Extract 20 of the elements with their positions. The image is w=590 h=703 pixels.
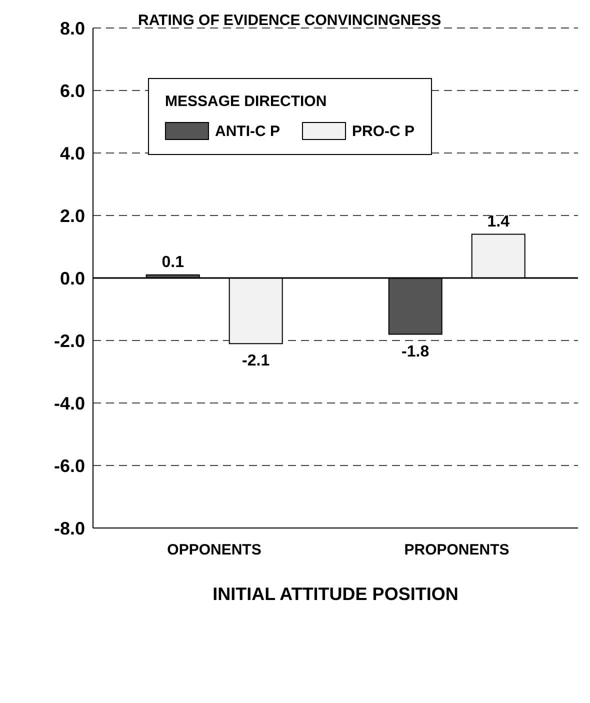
legend-label: ANTI-C P xyxy=(215,122,280,140)
y-tick-label: -4.0 xyxy=(54,393,85,414)
y-tick-label: 2.0 xyxy=(60,206,85,226)
x-tick-label: OPPONENTS xyxy=(167,542,262,559)
y-tick-label: -8.0 xyxy=(54,518,85,538)
y-tick-label: -6.0 xyxy=(54,456,85,476)
y-tick-label: 0.0 xyxy=(60,268,85,288)
y-tick-label: 4.0 xyxy=(60,143,85,164)
x-axis-title: INITIAL ATTITUDE POSITION xyxy=(212,584,458,604)
legend-label: PRO-C P xyxy=(352,122,415,140)
chart-title: RATING OF EVIDENCE CONVINCINGNESS xyxy=(138,12,442,29)
y-tick-label: -2.0 xyxy=(54,330,85,351)
y-tick-label: 6.0 xyxy=(60,80,85,101)
data-label: 1.4 xyxy=(487,213,510,230)
data-label: -1.8 xyxy=(402,343,430,360)
data-label: -2.1 xyxy=(242,352,270,370)
data-label: 0.1 xyxy=(162,254,184,271)
legend-title: MESSAGE DIRECTION xyxy=(165,93,328,110)
y-tick-label: 8.0 xyxy=(60,18,85,38)
x-tick-label: PROPONENTS xyxy=(404,542,510,559)
